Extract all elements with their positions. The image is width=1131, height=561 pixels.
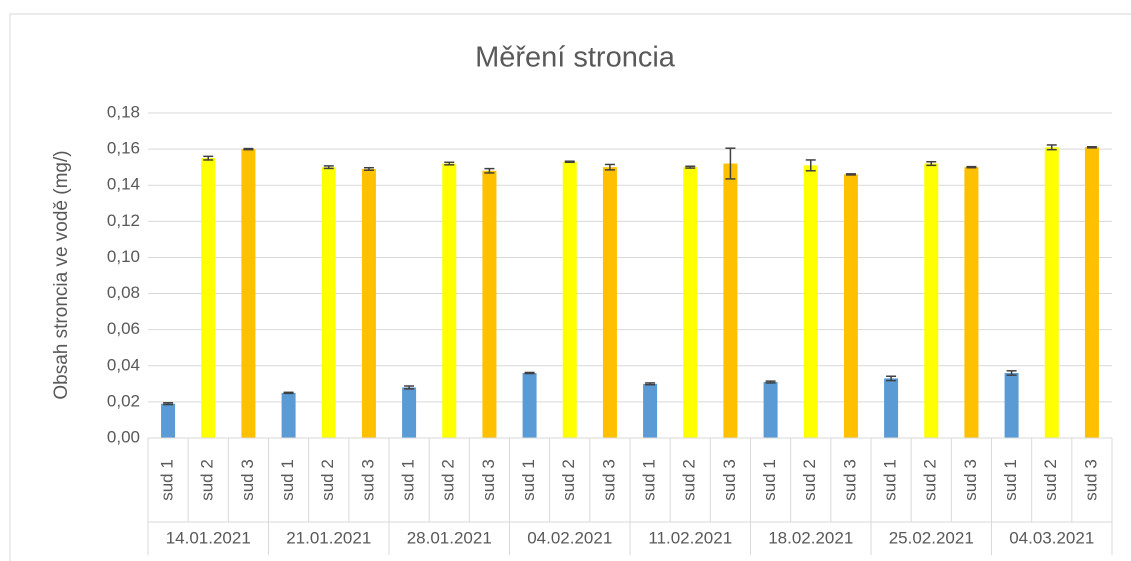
error-bar [243,147,254,151]
error-bar [805,159,816,172]
bar [763,382,778,438]
x-tick-label: sud 2 [559,459,578,501]
error-bar [203,155,214,161]
bar [522,373,537,438]
y-tick-label: 0,06 [107,319,140,338]
x-tick-label: sud 1 [519,459,538,501]
group-label: 25.02.2021 [889,528,974,547]
x-tick-label: sud 3 [1081,459,1100,501]
error-bar [645,382,656,386]
x-tick-label: sud 1 [399,459,418,501]
error-bar [404,385,415,390]
y-tick-label: 0,00 [107,427,140,446]
error-bar [1046,144,1057,151]
group-label: 28.01.2021 [407,528,492,547]
y-tick-label: 0,04 [107,355,140,374]
y-tick-label: 0,12 [107,211,140,230]
x-tick-label: sud 2 [439,459,458,501]
bar [161,403,176,438]
x-tick-label: sud 2 [198,459,217,501]
error-bar [926,161,937,167]
x-tick-label: sud 2 [1041,459,1060,501]
chart-border [9,13,1131,561]
bar [281,392,296,438]
bar [843,174,858,438]
bar [1044,147,1059,439]
error-bar [604,163,615,171]
bar [602,167,617,438]
y-tick-label: 0,02 [107,391,140,410]
bar [361,168,376,438]
error-bar [323,165,334,170]
error-bar [725,147,736,180]
error-bar [966,165,977,169]
x-tick-label: sud 3 [479,459,498,501]
x-tick-label: sud 3 [961,459,980,501]
y-tick-label: 0,14 [107,175,140,194]
bar [964,167,979,438]
y-axis-title: Obsah stroncia ve vodě (mg/) [51,150,72,399]
x-tick-label: sud 1 [640,459,659,501]
error-bar [845,173,856,176]
y-tick-label: 0,16 [107,139,140,158]
chart-title: Měření stroncia [475,42,676,74]
bar [1084,147,1099,439]
error-bar [685,165,696,169]
group-label: 04.03.2021 [1009,528,1094,547]
error-bar [363,166,374,171]
error-bar [484,167,495,174]
group-label: 11.02.2021 [648,528,732,547]
bar [562,161,577,438]
x-tick-label: sud 2 [921,459,940,501]
bar [683,167,698,438]
x-tick-label: sud 3 [599,459,618,501]
bar [723,163,738,439]
x-tick-label: sud 2 [318,459,337,501]
x-tick-label: sud 2 [800,459,819,501]
y-tick-label: 0,08 [107,283,140,302]
x-tick-label: sud 3 [358,459,377,501]
bar [442,163,457,439]
x-tick-label: sud 1 [278,459,297,501]
bar [201,158,216,438]
error-bar [163,402,174,406]
x-tick-label: sud 3 [840,459,859,501]
error-bar [1006,370,1017,376]
x-tick-label: sud 3 [238,459,257,501]
bar [1004,373,1019,438]
error-bar [444,161,455,166]
error-bar [283,391,294,395]
y-tick-label: 0,18 [107,102,140,121]
bar [924,163,939,439]
bar [884,378,899,438]
x-tick-label: sud 3 [720,459,739,501]
error-bar [765,380,776,384]
error-bar [524,371,535,375]
bar [643,383,658,438]
y-tick-label: 0,10 [107,247,140,266]
x-tick-label: sud 2 [680,459,699,501]
group-label: 14.01.2021 [166,528,251,547]
x-tick-label: sud 1 [158,459,177,501]
error-bar [886,375,897,382]
group-label: 18.02.2021 [768,528,853,547]
bar [241,149,256,438]
error-bar [1086,146,1097,149]
bar [482,170,497,438]
x-tick-label: sud 1 [881,459,900,501]
error-bar [564,160,575,164]
bar [321,167,336,438]
group-label: 21.01.2021 [286,528,371,547]
bar [402,387,417,438]
x-tick-label: sud 1 [760,459,779,501]
bar [803,165,818,438]
group-label: 04.02.2021 [527,528,612,547]
x-tick-label: sud 1 [1001,459,1020,501]
